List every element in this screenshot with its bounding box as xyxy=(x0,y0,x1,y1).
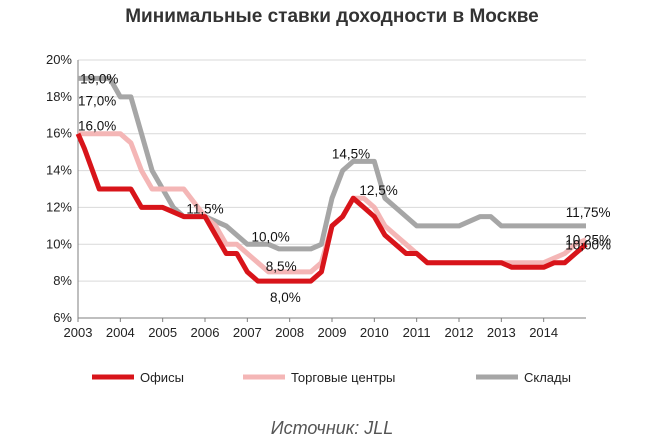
data-label: 11,5% xyxy=(186,202,223,217)
data-label: 8,0% xyxy=(270,290,301,305)
chart-title: Минимальные ставки доходности в Москве xyxy=(125,6,539,27)
data-label: 19,0% xyxy=(80,71,118,86)
x-tick-label: 2008 xyxy=(275,325,304,340)
y-tick-label: 16% xyxy=(46,126,72,141)
legend-label: Склады xyxy=(524,370,571,385)
x-tick-label: 2014 xyxy=(529,325,558,340)
y-tick-label: 8% xyxy=(53,273,72,288)
data-label: 12,5% xyxy=(359,183,397,198)
data-label: 16,0% xyxy=(78,119,116,134)
x-tick-label: 2010 xyxy=(360,325,389,340)
x-tick-label: 2011 xyxy=(403,325,431,340)
data-label: 11,75% xyxy=(566,205,611,220)
legend: Офисы Торговые центры Склады xyxy=(92,370,571,385)
y-tick-label: 18% xyxy=(46,89,72,104)
y-tick-label: 6% xyxy=(53,310,72,325)
y-tick-label: 12% xyxy=(46,199,72,214)
x-tick-label: 2005 xyxy=(148,325,177,340)
data-label: 17,0% xyxy=(78,94,116,109)
data-label: 8,5% xyxy=(266,259,297,274)
x-tick-label: 2003 xyxy=(64,325,93,340)
series-line-offices xyxy=(75,132,588,284)
x-tick-label: 2012 xyxy=(445,325,474,340)
x-tick-label: 2004 xyxy=(106,325,135,340)
data-label: 14,5% xyxy=(332,146,370,161)
y-tick-label: 20% xyxy=(46,52,72,67)
x-tick-label: 2007 xyxy=(233,325,262,340)
series-group xyxy=(75,75,588,284)
data-label: 10,25% xyxy=(565,233,611,248)
axes: 6% 8% 10% 12% 14% 16% 18% 20% 2003 2004 2005 2006 20… xyxy=(46,52,586,340)
legend-label: Торговые центры xyxy=(291,370,395,385)
x-tick-label: 2009 xyxy=(318,325,347,340)
x-tick-label: 2013 xyxy=(487,325,516,340)
data-label: 10,00% xyxy=(565,237,611,252)
data-label: 10,0% xyxy=(251,229,289,244)
y-tick-label: 10% xyxy=(46,236,72,251)
series-line-warehouses xyxy=(78,75,586,252)
legend-label: Офисы xyxy=(140,370,184,385)
source-note: Источник: JLL xyxy=(270,418,394,438)
x-tick-label: 2006 xyxy=(191,325,220,340)
y-tick-label: 14% xyxy=(46,163,72,178)
data-labels: 19,0% 17,0% 16,0% 11,5% 10,0% 8,5% 8,0% 14,5% 12… xyxy=(78,71,611,305)
